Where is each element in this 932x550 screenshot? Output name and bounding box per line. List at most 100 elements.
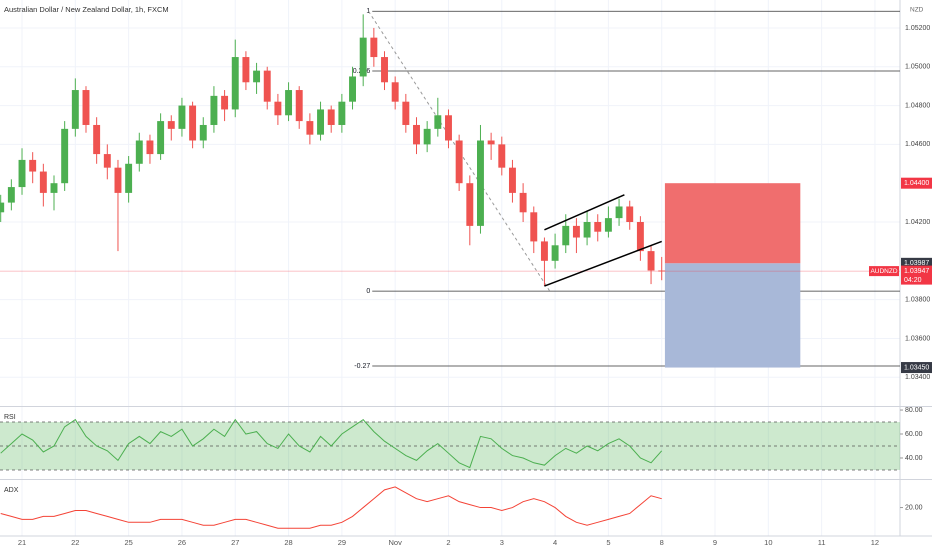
price-tag xyxy=(901,362,932,374)
candle-body xyxy=(29,159,37,172)
candle-body xyxy=(370,37,378,58)
candle-body xyxy=(285,90,293,116)
channel-line xyxy=(544,240,662,287)
candle-body xyxy=(466,183,474,226)
candle-body xyxy=(636,222,644,252)
price-tag xyxy=(901,265,932,285)
fib-label: 0 xyxy=(366,288,370,295)
pane-title: RSI xyxy=(4,414,16,421)
last-price-label: 1.03947 xyxy=(904,268,929,275)
x-tick-label: 9 xyxy=(713,538,717,547)
x-tick-label: 27 xyxy=(231,538,239,547)
candle-body xyxy=(530,212,538,242)
x-tick-label: 2 xyxy=(446,538,450,547)
x-tick-label: 29 xyxy=(338,538,346,547)
candle-body xyxy=(338,101,346,125)
candle-body xyxy=(658,270,666,272)
candle-body xyxy=(391,82,399,102)
y-tick-label: 1.03400 xyxy=(905,374,930,381)
candle-body xyxy=(594,222,602,232)
candle-body xyxy=(508,167,516,193)
channel-line xyxy=(544,194,625,231)
y-tick-label: 20.00 xyxy=(905,504,923,511)
candle-body xyxy=(551,245,559,261)
candle-body xyxy=(189,105,197,141)
candle-body xyxy=(167,121,175,129)
y-tick-label: 60.00 xyxy=(905,431,923,438)
candle-body xyxy=(498,144,506,168)
price-tag-label: 1.03450 xyxy=(904,364,929,371)
candle-body xyxy=(445,115,452,141)
candle-body xyxy=(295,90,303,122)
candle-body xyxy=(583,222,591,238)
candle-body xyxy=(359,37,367,77)
y-tick-label: 1.04600 xyxy=(905,141,930,148)
y-tick-label: 1.04200 xyxy=(905,219,930,226)
candle-body xyxy=(402,101,410,125)
symbol-tag xyxy=(869,266,899,277)
candle-body xyxy=(274,101,282,116)
chart-title: Australian Dollar / New Zealand Dollar, … xyxy=(4,5,169,14)
candle-body xyxy=(157,121,165,155)
x-tick-label: 25 xyxy=(124,538,132,547)
x-tick-label: 21 xyxy=(18,538,26,547)
candle-body xyxy=(71,90,79,129)
x-tick-label: 26 xyxy=(178,538,186,547)
candle-body xyxy=(572,225,580,238)
candle-body xyxy=(487,140,495,145)
stop-zone xyxy=(664,183,801,264)
candle-body xyxy=(0,202,5,213)
candle-body xyxy=(221,95,229,110)
candle-body xyxy=(199,124,207,141)
rsi-line xyxy=(0,418,663,469)
candle-body xyxy=(93,124,101,155)
candle-body xyxy=(626,206,634,223)
candle-body xyxy=(647,251,655,271)
candle-body xyxy=(327,109,335,125)
fib-diagonal xyxy=(368,10,551,292)
candle-body xyxy=(615,206,623,219)
y-tick-label: 1.05000 xyxy=(905,64,930,71)
pane-title: ADX xyxy=(4,487,19,494)
candle-body xyxy=(604,218,612,232)
x-tick-label: 11 xyxy=(818,538,826,547)
candle-body xyxy=(477,140,484,226)
adx-line xyxy=(0,486,662,529)
x-tick-label: 10 xyxy=(764,538,772,547)
y-tick-label: 1.04800 xyxy=(905,102,930,109)
price-tag-label: 1.03987 xyxy=(904,260,929,267)
candle-body xyxy=(61,128,69,184)
candle-body xyxy=(423,128,431,145)
symbol-label: AUDNZD xyxy=(870,268,897,275)
candle-body xyxy=(39,171,47,193)
price-tag xyxy=(901,257,932,269)
y-tick-label: 1.03600 xyxy=(905,335,930,342)
candle-body xyxy=(135,140,143,164)
candle-body xyxy=(317,109,325,135)
x-tick-label: 12 xyxy=(871,538,879,547)
candle-body xyxy=(103,154,111,168)
candle-body xyxy=(231,57,239,110)
target-zone xyxy=(664,263,801,368)
candle-body xyxy=(210,95,218,125)
candle-body xyxy=(434,115,442,129)
x-tick-label: 4 xyxy=(553,538,557,547)
candle-body xyxy=(306,121,314,135)
x-tick-label: Nov xyxy=(389,538,403,547)
candle-body xyxy=(381,57,388,83)
candle-body xyxy=(540,241,548,261)
y-tick-label: 40.00 xyxy=(905,455,923,462)
x-tick-label: 22 xyxy=(71,538,79,547)
candle-body xyxy=(18,159,26,188)
x-tick-label: 28 xyxy=(284,538,292,547)
candle-body xyxy=(455,140,463,184)
y-tick-label: 1.03800 xyxy=(905,296,930,303)
price-tag xyxy=(901,177,932,189)
y-tick-label: 80.00 xyxy=(905,407,923,414)
countdown: 04:20 xyxy=(904,277,922,284)
candle-body xyxy=(7,187,15,203)
candle-body xyxy=(146,140,154,155)
candle-body xyxy=(413,124,420,145)
candle-body xyxy=(178,105,186,129)
